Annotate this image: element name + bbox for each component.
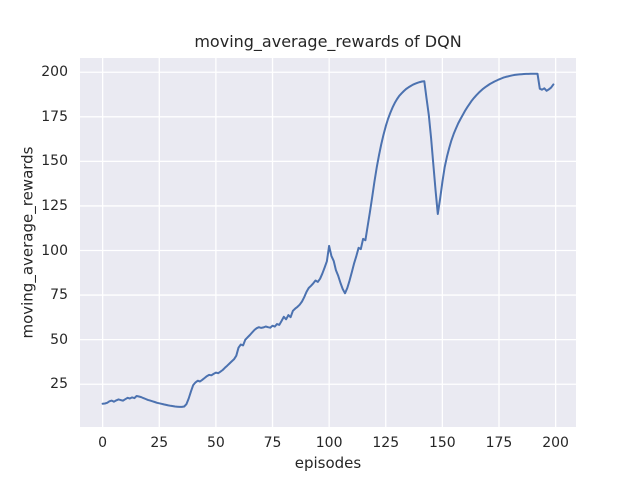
x-tick-label: 100 xyxy=(315,435,343,451)
y-tick-label: 100 xyxy=(41,242,68,259)
y-tick-label: 150 xyxy=(41,153,68,170)
chart-title: moving_average_rewards of DQN xyxy=(194,32,462,51)
x-axis-label: episodes xyxy=(294,454,362,472)
x-tick-label: 175 xyxy=(485,435,513,451)
x-tick-label: 150 xyxy=(428,435,456,451)
x-tick-label: 200 xyxy=(542,435,569,451)
plot-area xyxy=(80,58,576,427)
data-line-dqn xyxy=(101,72,555,408)
line-chart-svg xyxy=(80,58,576,427)
y-tick-label: 125 xyxy=(41,197,68,214)
x-tick-label: 125 xyxy=(372,435,400,451)
x-tick-label: 50 xyxy=(206,435,225,451)
x-tick-label: 75 xyxy=(263,435,282,451)
y-tick-label: 50 xyxy=(50,331,68,348)
y-tick-label: 75 xyxy=(50,287,68,304)
y-tick-label: 200 xyxy=(41,64,68,81)
x-tick-label: 0 xyxy=(98,435,108,451)
y-tick-label: 25 xyxy=(50,376,68,393)
x-tick-label: 25 xyxy=(150,435,169,451)
y-tick-label: 175 xyxy=(41,108,68,125)
